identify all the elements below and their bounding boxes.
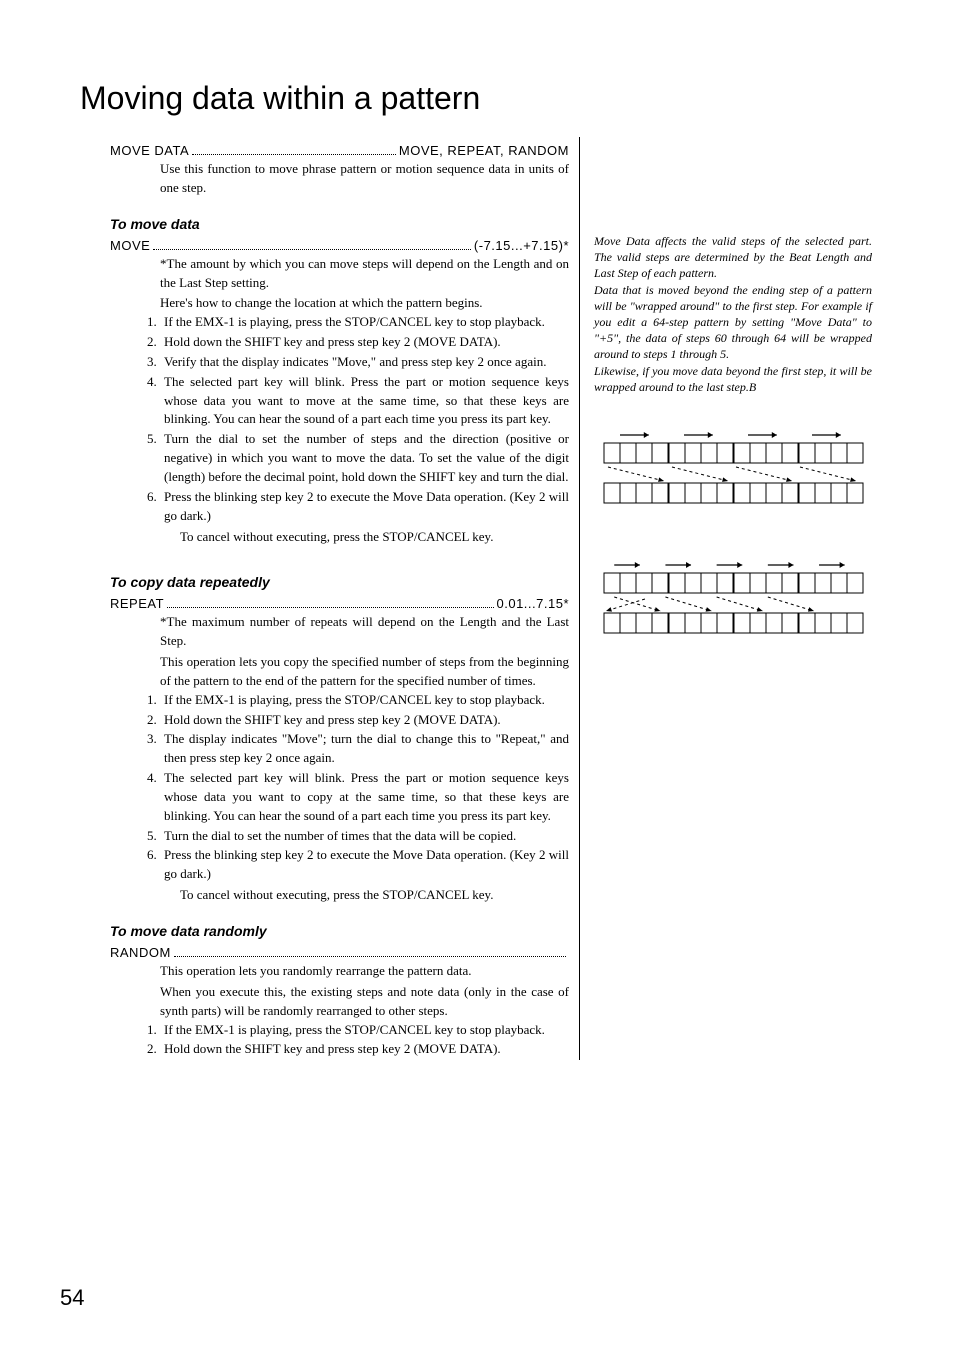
param-value: (-7.15...+7.15)* — [474, 238, 569, 253]
copy-note1: *The maximum number of repeats will depe… — [160, 613, 569, 651]
list-item: If the EMX-1 is playing, press the STOP/… — [160, 1021, 569, 1040]
param-random: RANDOM — [110, 945, 569, 960]
copy-steps-list: If the EMX-1 is playing, press the STOP/… — [160, 691, 569, 884]
side-note-p2: Data that is moved beyond the ending ste… — [594, 282, 872, 363]
page-number: 54 — [60, 1285, 84, 1311]
list-item: Hold down the SHIFT key and press step k… — [160, 711, 569, 730]
param-repeat: REPEAT 0.01...7.15* — [110, 596, 569, 611]
move-steps-list: If the EMX-1 is playing, press the STOP/… — [160, 313, 569, 525]
list-item: Press the blinking step key 2 to execute… — [160, 846, 569, 884]
random-note1: This operation lets you randomly rearran… — [160, 962, 569, 981]
side-column: Move Data affects the valid steps of the… — [592, 137, 872, 1060]
side-note-p3: Likewise, if you move data beyond the fi… — [594, 363, 872, 395]
copy-note2: This operation lets you copy the specifi… — [160, 653, 569, 691]
list-item: The display indicates "Move"; turn the d… — [160, 730, 569, 768]
move-cancel: To cancel without executing, press the S… — [180, 528, 569, 547]
heading-copy: To copy data repeatedly — [110, 574, 569, 590]
list-item: The selected part key will blink. Press … — [160, 769, 569, 826]
list-item: Turn the dial to set the number of times… — [160, 827, 569, 846]
param-dots — [192, 154, 396, 155]
list-item: Hold down the SHIFT key and press step k… — [160, 1040, 569, 1059]
list-item: Press the blinking step key 2 to execute… — [160, 488, 569, 526]
diagram-repeat — [594, 555, 872, 655]
param-value: 0.01...7.15* — [497, 596, 570, 611]
heading-random: To move data randomly — [110, 923, 569, 939]
param-move-data: MOVE DATA MOVE, REPEAT, RANDOM — [110, 143, 569, 158]
list-item: If the EMX-1 is playing, press the STOP/… — [160, 313, 569, 332]
list-item: Hold down the SHIFT key and press step k… — [160, 333, 569, 352]
list-item: The selected part key will blink. Press … — [160, 373, 569, 430]
move-data-desc: Use this function to move phrase pattern… — [160, 160, 569, 198]
page-title: Moving data within a pattern — [80, 80, 894, 117]
param-name: MOVE DATA — [110, 143, 189, 158]
random-note2: When you execute this, the existing step… — [160, 983, 569, 1021]
copy-cancel: To cancel without executing, press the S… — [180, 886, 569, 905]
param-dots — [153, 249, 471, 250]
side-note-p1: Move Data affects the valid steps of the… — [594, 233, 872, 282]
move-note2: Here's how to change the location at whi… — [160, 294, 569, 313]
param-dots — [167, 607, 493, 608]
param-name: MOVE — [110, 238, 150, 253]
main-column: MOVE DATA MOVE, REPEAT, RANDOM Use this … — [80, 137, 580, 1060]
diagram-move — [594, 425, 872, 525]
list-item: Turn the dial to set the number of steps… — [160, 430, 569, 487]
random-steps-list: If the EMX-1 is playing, press the STOP/… — [160, 1021, 569, 1060]
move-note1: *The amount by which you can move steps … — [160, 255, 569, 293]
param-value: MOVE, REPEAT, RANDOM — [399, 143, 569, 158]
param-dots — [174, 956, 566, 957]
param-name: REPEAT — [110, 596, 164, 611]
param-name: RANDOM — [110, 945, 171, 960]
list-item: Verify that the display indicates "Move,… — [160, 353, 569, 372]
list-item: If the EMX-1 is playing, press the STOP/… — [160, 691, 569, 710]
heading-move: To move data — [110, 216, 569, 232]
param-move: MOVE (-7.15...+7.15)* — [110, 238, 569, 253]
